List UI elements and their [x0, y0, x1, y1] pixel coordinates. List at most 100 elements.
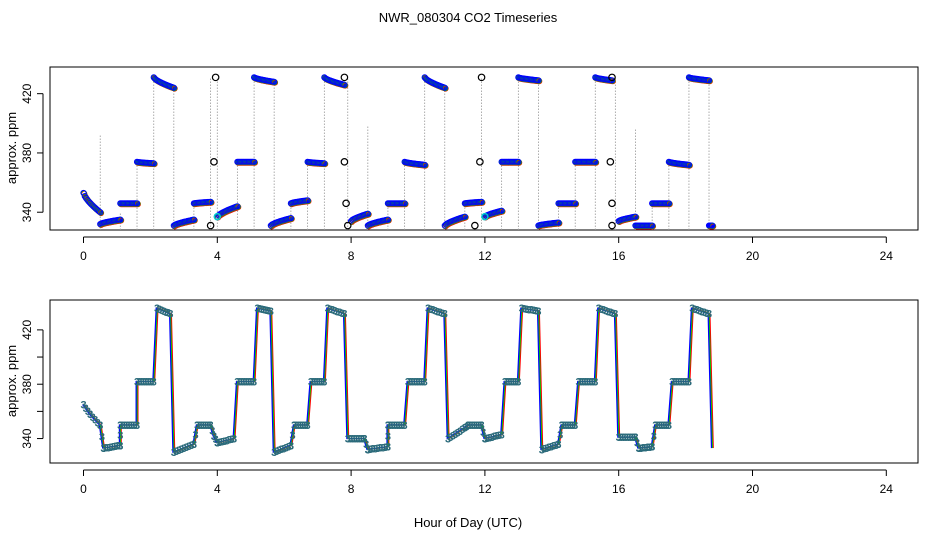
series-marker: 3: [561, 420, 567, 432]
top-x-tick-label: 4: [214, 249, 221, 263]
series-marker: 3: [209, 425, 215, 437]
series-marker: 3: [392, 420, 398, 432]
series-marker: 3: [598, 304, 604, 316]
series-marker: 3: [647, 442, 653, 454]
series-marker: 3: [101, 443, 107, 455]
series-marker: 3: [80, 400, 86, 412]
series-marker: 3: [213, 434, 219, 446]
bottom-x-tick-label: 24: [880, 482, 894, 496]
series-marker: 3: [191, 439, 197, 451]
top-y-axis: 340 380 420: [20, 83, 44, 222]
series-marker: 3: [410, 377, 416, 389]
data-point: [287, 215, 294, 222]
series-marker: 3: [447, 432, 453, 444]
x-axis-label: Hour of Day (UTC): [414, 515, 522, 530]
series-marker: 3: [521, 304, 527, 316]
data-point: [478, 198, 485, 205]
top-x-tick-label: 20: [746, 249, 760, 263]
series-marker: 3: [285, 441, 291, 453]
top-calibration-points: [206, 73, 616, 230]
bottom-x-tick-label: 4: [214, 482, 221, 496]
data-point: [170, 84, 177, 91]
series-marker: 3: [511, 377, 517, 389]
series-marker: 3: [496, 430, 502, 442]
series-marker: 3: [112, 441, 118, 453]
series-marker: 3: [139, 377, 145, 389]
series-marker: 3: [686, 377, 692, 389]
series-marker: 3: [583, 377, 589, 389]
calibration-point: [211, 73, 220, 82]
series-marker: 3: [146, 377, 152, 389]
series-marker: 3: [148, 377, 154, 389]
series-marker: 3: [541, 444, 547, 456]
bottom-x-tick-label: 8: [348, 482, 355, 496]
series-marker: 3: [385, 431, 391, 443]
series-marker: 3: [361, 434, 367, 446]
series-marker: 3: [478, 420, 484, 432]
series-marker: 3: [151, 377, 157, 389]
series-marker: 3: [666, 420, 672, 432]
series-marker: 3: [92, 415, 98, 427]
series-marker: 3: [339, 308, 345, 320]
series-marker: 3: [266, 305, 272, 317]
series-marker: 3: [165, 308, 171, 320]
series-marker: 3: [618, 432, 624, 444]
data-point: [592, 158, 599, 165]
series-marker: 3: [399, 420, 405, 432]
calibration-point: [606, 158, 615, 166]
series-marker: 3: [156, 304, 162, 316]
series-marker: 3: [249, 377, 255, 389]
series-marker: 3: [585, 377, 591, 389]
top-x-axis: 0 4 8 12 16 20 24: [80, 236, 893, 263]
series-marker: 3: [87, 409, 93, 421]
series-marker: 3: [363, 439, 369, 451]
series-marker: 3: [97, 420, 103, 432]
series-marker: 3: [176, 445, 182, 457]
series-marker: 3: [127, 420, 133, 432]
series-marker: 3: [462, 423, 468, 435]
series-marker: 3: [445, 434, 451, 446]
series-marker: 3: [163, 307, 169, 319]
data-point: [685, 161, 693, 168]
calibration-point: [608, 199, 616, 208]
series-marker: 3: [470, 420, 476, 432]
bottom-x-axis: 0 4 8 12 16 20 24: [80, 469, 894, 496]
series-marker: 3: [144, 377, 150, 389]
series-marker: 3: [568, 420, 574, 432]
series-marker: 3: [257, 304, 263, 316]
series-marker: 3: [472, 420, 478, 432]
series-marker: 3: [221, 436, 227, 448]
series-marker: 3: [261, 305, 267, 317]
series-marker: 3: [167, 309, 173, 321]
series-marker: 3: [430, 305, 436, 317]
series-marker: 3: [432, 305, 438, 317]
data-point: [207, 198, 214, 205]
data-point-highlight: [481, 212, 489, 221]
series-marker: 3: [482, 434, 488, 446]
series-marker: 3: [224, 435, 230, 447]
series-marker: 3: [352, 434, 358, 446]
series-marker: 3: [578, 377, 584, 389]
series-marker: 3: [327, 304, 333, 316]
series-marker: 3: [533, 305, 539, 317]
series-marker: 3: [563, 420, 569, 432]
data-point: [401, 200, 408, 207]
series-marker: 3: [696, 305, 702, 317]
series-marker: 3: [244, 377, 250, 389]
series-marker: 3: [290, 430, 296, 442]
series-marker: 3: [117, 430, 123, 442]
series-marker: 3: [572, 420, 578, 432]
series-marker: 3: [90, 412, 96, 424]
series-marker: 3: [679, 377, 685, 389]
top-panel: 0 4 8 12 16 20 24 340 380 420 approx. ppm: [4, 66, 919, 263]
series-marker: 3: [462, 423, 468, 435]
series-marker: 3: [704, 308, 710, 320]
series-marker: 3: [634, 438, 640, 450]
series-marker: 3: [203, 420, 209, 432]
series-marker: 3: [600, 305, 606, 317]
series-marker: 3: [95, 417, 101, 429]
series-marker: 3: [575, 377, 581, 389]
series-marker: 3: [632, 432, 638, 444]
series-marker: 3: [502, 377, 508, 389]
series-marker: 3: [590, 377, 596, 389]
